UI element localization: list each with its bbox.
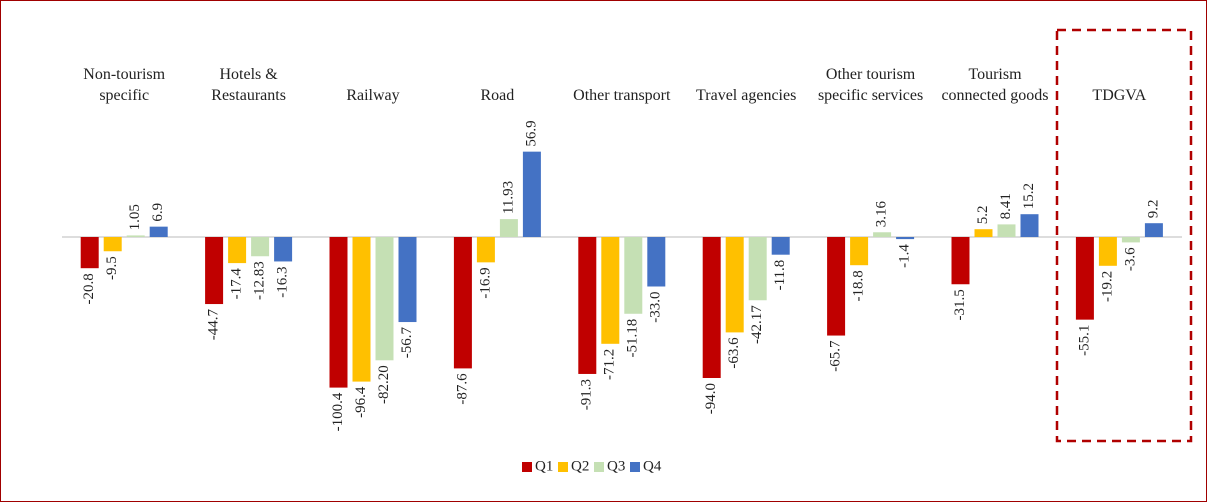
- bar: [702, 237, 721, 378]
- value-label: 8.41: [998, 193, 1014, 219]
- bar: [748, 237, 767, 301]
- value-label: -12.83: [252, 261, 268, 300]
- value-label: -94.0: [703, 383, 719, 414]
- bar: [205, 237, 224, 305]
- bar: [522, 151, 541, 237]
- value-label: -71.2: [602, 349, 618, 380]
- value-label: -1.4: [897, 244, 913, 268]
- bar: [251, 237, 270, 257]
- bar: [1020, 214, 1039, 237]
- value-label: 3.16: [874, 201, 890, 228]
- value-label: -11.8: [772, 260, 788, 291]
- legend-swatch: [594, 462, 604, 472]
- value-label: -56.7: [399, 327, 415, 359]
- legend-label: Q3: [607, 458, 625, 474]
- bar: [1075, 237, 1094, 320]
- value-label: 56.9: [523, 120, 539, 146]
- value-label: -33.0: [648, 292, 664, 323]
- value-label: 6.9: [150, 203, 166, 222]
- bar: [725, 237, 744, 333]
- value-label: -65.7: [828, 340, 844, 372]
- bar: [398, 237, 417, 323]
- value-label: -16.9: [477, 267, 493, 298]
- value-label: -9.5: [104, 256, 120, 280]
- legend-label: Q1: [535, 458, 553, 474]
- value-label: -17.4: [229, 268, 245, 300]
- category-label: TDGVA: [1092, 87, 1147, 104]
- category-label: Hotels & Restaurants: [211, 66, 286, 104]
- value-label: -31.5: [952, 289, 968, 320]
- value-label: -91.3: [579, 379, 595, 410]
- value-label: 15.2: [1021, 183, 1037, 209]
- value-label: -96.4: [353, 386, 369, 418]
- value-label: -87.6: [454, 373, 470, 405]
- value-label: -55.1: [1076, 325, 1092, 356]
- bar: [274, 237, 293, 262]
- value-label: 9.2: [1145, 199, 1161, 218]
- category-label: Travel agencies: [696, 87, 797, 104]
- legend-swatch: [522, 462, 532, 472]
- category-label: Railway: [346, 87, 400, 104]
- bar: [951, 237, 970, 285]
- value-label: 11.93: [500, 181, 516, 214]
- bar: [873, 232, 892, 237]
- bar: [103, 237, 122, 252]
- legend-swatch: [558, 462, 568, 472]
- bar: [228, 237, 247, 264]
- highlight-box: [1055, 28, 1193, 443]
- value-label: -63.6: [726, 337, 742, 369]
- value-label: 1.05: [127, 204, 143, 230]
- bar: [997, 224, 1016, 237]
- value-label: 5.2: [975, 205, 991, 224]
- value-label: -18.8: [851, 270, 867, 301]
- category-label: Road: [480, 87, 515, 104]
- value-label: -42.17: [749, 305, 765, 344]
- bar: [1121, 237, 1140, 243]
- value-label: -100.4: [330, 392, 346, 431]
- value-label: -3.6: [1122, 247, 1138, 271]
- bar: [476, 237, 495, 263]
- value-label: -19.2: [1099, 271, 1115, 302]
- value-label: -51.18: [625, 319, 641, 358]
- category-label: Other tourism specific services: [817, 66, 924, 104]
- category-label: Tourism connected goods: [941, 66, 1049, 104]
- bar: [647, 237, 666, 287]
- bar: [624, 237, 643, 314]
- legend-label: Q2: [571, 458, 589, 474]
- bar: [771, 237, 790, 255]
- value-label: -44.7: [206, 309, 222, 341]
- bar: [329, 237, 348, 388]
- bar: [453, 237, 472, 369]
- bar: [149, 226, 168, 237]
- bar: [126, 235, 145, 237]
- bar: [1098, 237, 1117, 266]
- bar: [352, 237, 371, 382]
- bar: [1144, 223, 1163, 237]
- value-label: -16.3: [275, 266, 291, 297]
- bar: [375, 237, 394, 361]
- bar: [499, 219, 518, 237]
- category-label: Other transport: [573, 87, 671, 104]
- value-label: -82.20: [376, 365, 392, 404]
- bar: [850, 237, 869, 266]
- legend-swatch: [630, 462, 640, 472]
- legend-label: Q4: [643, 458, 662, 474]
- bar: [601, 237, 620, 344]
- bar: [974, 229, 993, 237]
- bar: [80, 237, 99, 269]
- category-label: Non-tourism specific: [83, 66, 166, 104]
- value-label: -20.8: [81, 273, 97, 304]
- bar: [896, 237, 915, 240]
- bar: [578, 237, 597, 374]
- bar: [827, 237, 846, 336]
